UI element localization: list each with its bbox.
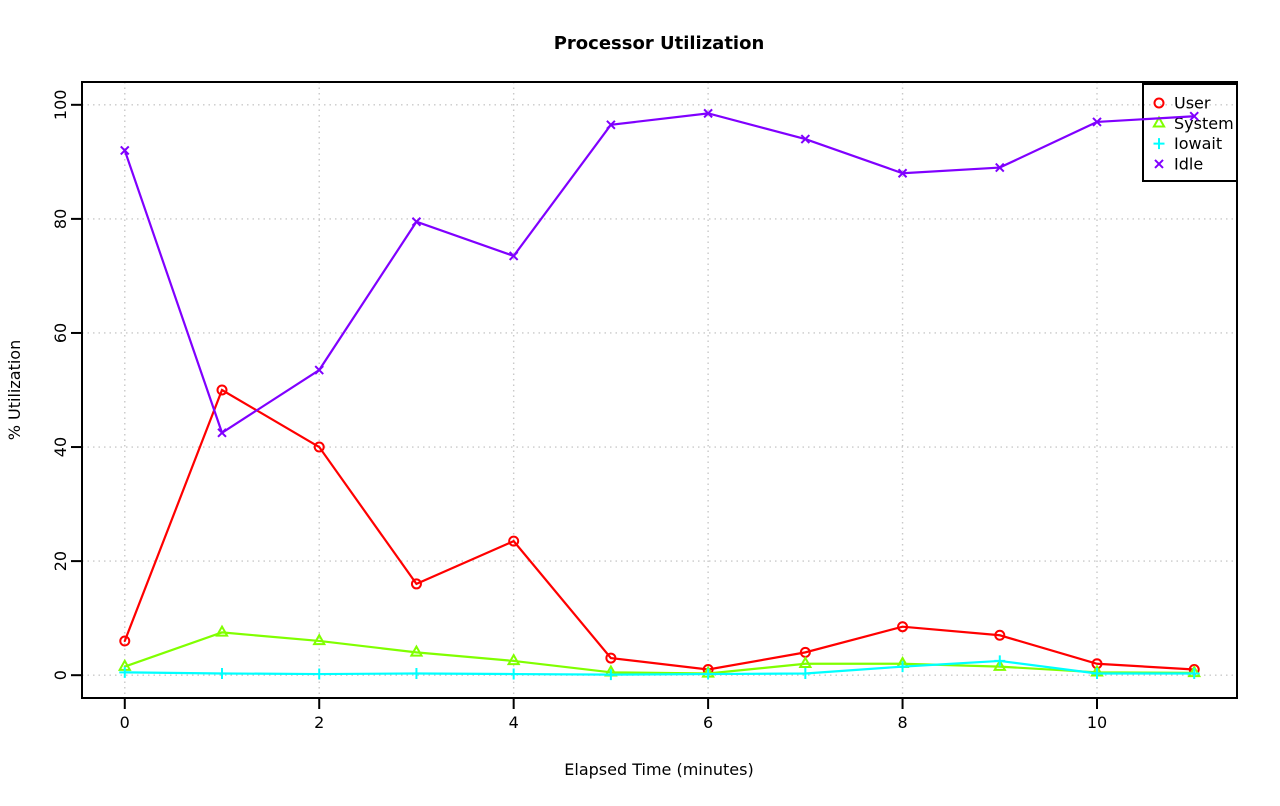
series-iowait-point-1 — [216, 667, 228, 679]
series-user — [119, 384, 1200, 675]
y-tick-label-20: 20 — [51, 551, 70, 571]
x-tick-label-6: 6 — [703, 713, 713, 732]
y-tick-label-0: 0 — [51, 670, 70, 680]
chart-title: Processor Utilization — [554, 33, 765, 54]
legend-label-idle: Idle — [1174, 154, 1203, 173]
series-idle-point-0 — [120, 145, 130, 156]
legend-label-user: User — [1174, 94, 1211, 113]
series-iowait-point-0 — [119, 666, 131, 678]
series-system-point-1 — [215, 624, 229, 637]
series-user-point-3 — [410, 578, 422, 590]
plot-border — [81, 81, 1238, 699]
series-system-line — [123, 631, 1196, 675]
y-tick-label-40: 40 — [51, 437, 70, 457]
series-idle-line — [123, 112, 1196, 435]
series-user-point-9 — [994, 629, 1006, 641]
series-user-line — [123, 388, 1196, 671]
series-idle-point-5 — [606, 120, 616, 130]
legend-entry-system: System — [1152, 114, 1234, 133]
series-idle-point-3 — [411, 217, 422, 227]
x-tick-label-4: 4 — [509, 713, 519, 732]
series-user-point-5 — [605, 652, 617, 664]
legend-entry-user: User — [1153, 94, 1211, 113]
series-system-point-2 — [312, 633, 327, 646]
series-user-point-2 — [313, 441, 325, 453]
x-axis-label: Elapsed Time (minutes) — [564, 760, 753, 779]
y-tick-label-100: 100 — [51, 90, 70, 121]
series-idle-point-7 — [800, 134, 811, 144]
y-tick-label-60: 60 — [51, 323, 70, 343]
x-tick-label-8: 8 — [897, 713, 907, 732]
series-iowait-point-2 — [313, 668, 325, 680]
y-axis-label: % Utilization — [5, 340, 24, 440]
series-idle-point-4 — [508, 251, 519, 261]
series-iowait-point-8 — [897, 661, 909, 673]
series-idle-point-1 — [217, 428, 227, 438]
series-idle-point-10 — [1092, 117, 1102, 127]
series-iowait — [119, 655, 1200, 681]
series-iowait-point-7 — [799, 667, 811, 679]
series-idle-point-11 — [1189, 111, 1199, 121]
data-series — [117, 108, 1202, 681]
series-system-point-9 — [992, 658, 1007, 671]
series-user-point-1 — [216, 384, 228, 396]
legend-user-marker-icon — [1153, 97, 1165, 109]
legend-system-marker-icon — [1152, 115, 1166, 128]
x-tick-label-2: 2 — [314, 713, 324, 732]
legend-entry-idle: Idle — [1154, 154, 1203, 173]
series-user-point-0 — [119, 635, 131, 647]
legend-idle-marker-icon — [1154, 159, 1164, 169]
series-user-point-8 — [897, 621, 909, 633]
y-tick-label-80: 80 — [51, 209, 70, 229]
series-iowait-point-3 — [410, 667, 422, 679]
legend-box — [1142, 83, 1238, 182]
series-system-point-3 — [409, 644, 424, 657]
series-iowait-point-9 — [994, 655, 1006, 667]
series-user-point-4 — [508, 535, 520, 547]
x-tick-label-0: 0 — [120, 713, 130, 732]
legend-entry-iowait: Iowait — [1153, 134, 1222, 153]
series-iowait-line — [123, 659, 1196, 676]
legend-iowait-marker-icon — [1153, 138, 1165, 150]
gridlines — [82, 82, 1237, 698]
series-system-point-7 — [798, 655, 813, 668]
series-idle-point-8 — [897, 168, 908, 178]
legend-label-system: System — [1174, 114, 1234, 133]
series-iowait-point-10 — [1091, 667, 1103, 679]
series-idle-point-9 — [995, 162, 1005, 173]
series-idle-point-6 — [703, 108, 713, 119]
series-iowait-point-11 — [1188, 667, 1200, 679]
series-system — [117, 624, 1202, 678]
series-iowait-point-5 — [605, 669, 617, 681]
series-iowait-point-4 — [508, 668, 520, 680]
x-tick-label-10: 10 — [1087, 713, 1107, 732]
series-idle-point-2 — [314, 365, 324, 375]
series-idle — [120, 108, 1199, 438]
series-iowait-point-6 — [702, 668, 714, 680]
series-system-point-4 — [506, 653, 521, 666]
legend-label-iowait: Iowait — [1174, 134, 1222, 153]
